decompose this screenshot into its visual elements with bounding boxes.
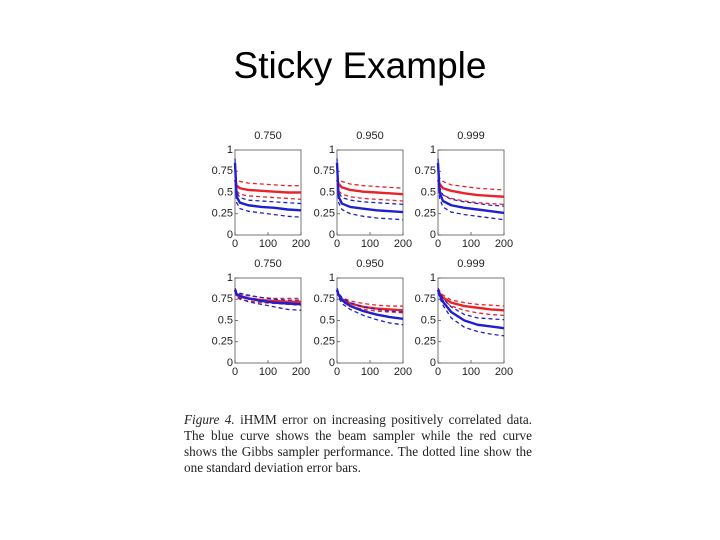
x-tick-label: 0 (334, 238, 340, 250)
series-line (437, 287, 505, 321)
y-tick-label: 0.25 (314, 208, 335, 220)
x-tick-label: 100 (259, 366, 277, 378)
x-tick-label: 200 (495, 238, 513, 250)
y-tick-label: 0 (329, 357, 335, 369)
x-tick-label: 0 (334, 366, 340, 378)
series-line (437, 291, 505, 337)
y-tick-label: 1 (227, 272, 233, 284)
series-line (335, 162, 404, 214)
y-tick-label: 0 (227, 357, 233, 369)
x-tick-label: 0 (232, 366, 238, 378)
y-tick-label: 0.75 (415, 165, 436, 177)
series-line (336, 287, 404, 313)
series-line (233, 289, 302, 306)
y-tick-label: 1 (329, 144, 335, 156)
x-tick-label: 200 (292, 238, 310, 250)
series-line (233, 162, 302, 212)
x-tick-label: 200 (394, 238, 412, 250)
y-tick-label: 0.5 (421, 186, 436, 198)
y-tick-label: 0 (227, 229, 233, 241)
x-tick-label: 0 (232, 238, 238, 250)
series-line (234, 287, 301, 301)
y-tick-label: 0.5 (218, 186, 233, 198)
y-tick-label: 0 (430, 229, 436, 241)
series-line (436, 162, 505, 215)
y-tick-label: 0 (430, 357, 436, 369)
chart-title: 0.950 (356, 258, 384, 270)
y-tick-label: 0.25 (212, 208, 233, 220)
x-tick-label: 100 (462, 366, 480, 378)
series-line (437, 158, 505, 207)
series-line (336, 158, 404, 206)
series-line (336, 175, 404, 189)
y-tick-label: 0.75 (212, 293, 233, 305)
y-tick-label: 0.75 (314, 165, 335, 177)
y-tick-label: 0.5 (320, 314, 335, 326)
series-line (234, 158, 302, 205)
y-tick-label: 0.75 (212, 165, 233, 177)
x-tick-label: 200 (394, 366, 412, 378)
series-line (437, 291, 505, 317)
x-tick-label: 200 (495, 366, 513, 378)
y-tick-label: 0.25 (212, 336, 233, 348)
plot-frame (234, 277, 302, 364)
plot-frame (437, 149, 505, 236)
x-tick-label: 100 (462, 238, 480, 250)
x-tick-label: 0 (435, 366, 441, 378)
series-line (234, 291, 302, 311)
y-tick-label: 0.75 (415, 293, 436, 305)
y-tick-label: 0.75 (314, 293, 335, 305)
y-tick-label: 1 (430, 272, 436, 284)
x-tick-label: 200 (292, 366, 310, 378)
caption-label: Figure 4. (184, 412, 235, 427)
series-line (437, 175, 505, 191)
y-tick-label: 0.25 (415, 336, 436, 348)
y-tick-label: 1 (329, 272, 335, 284)
figure-caption: Figure 4. iHMM error on increasing posit… (184, 412, 532, 476)
series-line (234, 291, 302, 306)
x-tick-label: 100 (259, 238, 277, 250)
series-line (335, 289, 404, 320)
series-line (336, 291, 404, 326)
series-line (336, 287, 403, 307)
chart-title: 0.950 (356, 130, 384, 142)
y-tick-label: 0.5 (218, 314, 233, 326)
y-tick-label: 0.5 (421, 314, 436, 326)
y-tick-label: 1 (227, 144, 233, 156)
chart-title: 0.999 (457, 130, 485, 142)
x-tick-label: 0 (435, 238, 441, 250)
chart-title: 0.750 (254, 130, 282, 142)
series-line (436, 179, 505, 198)
plot-frame (437, 277, 505, 364)
x-tick-label: 100 (361, 366, 379, 378)
chart-title: 0.750 (254, 258, 282, 270)
y-tick-label: 0.5 (320, 186, 335, 198)
series-line (437, 287, 505, 307)
series-line (234, 166, 302, 218)
slide-title: Sticky Example (234, 45, 487, 86)
y-tick-label: 1 (430, 144, 436, 156)
y-tick-label: 0.25 (314, 336, 335, 348)
series-line (336, 166, 404, 221)
series-line (437, 166, 505, 221)
series-line (234, 175, 301, 187)
caption-text: iHMM error on increasing positively corr… (184, 412, 533, 475)
plot-frame (336, 277, 404, 364)
y-tick-label: 0 (329, 229, 335, 241)
y-tick-label: 0.25 (415, 208, 436, 220)
x-tick-label: 100 (361, 238, 379, 250)
chart-title: 0.999 (457, 258, 485, 270)
series-line (436, 289, 505, 330)
